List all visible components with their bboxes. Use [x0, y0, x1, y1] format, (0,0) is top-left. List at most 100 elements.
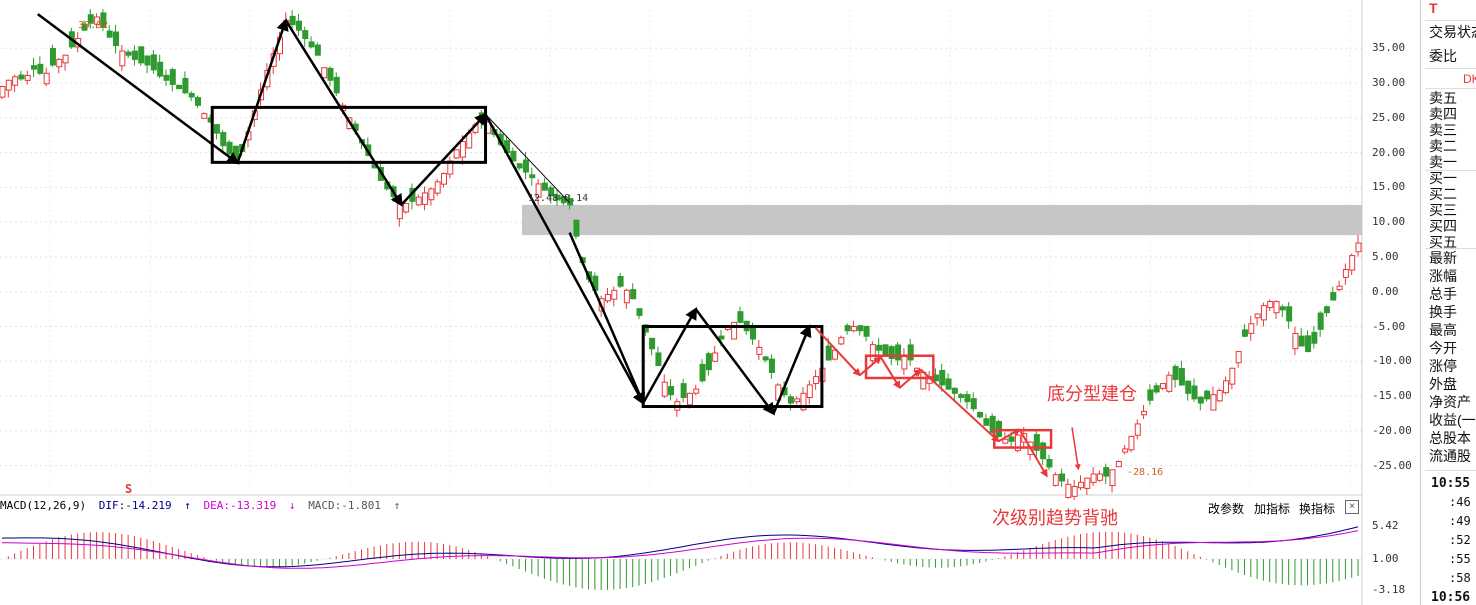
trend-arrow — [236, 18, 289, 164]
candle-body — [977, 411, 984, 418]
candle-body — [1323, 306, 1330, 314]
macd-tick-label: 5.42 — [1372, 519, 1399, 533]
candle-body — [762, 356, 769, 361]
pivot-box — [210, 105, 488, 164]
red-pivot-box — [993, 428, 1053, 449]
candle-body — [1317, 312, 1324, 330]
price-tick-label: 10.00 — [1372, 215, 1406, 229]
chart-area[interactable]: 35.00 30.00 25.00 20.00 15.00 10.00 5.00 0.00 -5… — [0, 0, 1420, 605]
price-tick-label: -15.00 — [1372, 389, 1412, 403]
candle-body — [668, 386, 675, 396]
candle-body — [787, 396, 794, 404]
candle-body — [649, 337, 656, 350]
candle-body — [1084, 477, 1091, 489]
candle-body — [43, 72, 50, 85]
red-arrow — [879, 356, 901, 390]
price-tick-label: 35.00 — [1372, 41, 1406, 55]
candle-body — [295, 20, 302, 31]
candle-body — [1090, 473, 1097, 483]
candle-body — [1260, 305, 1267, 321]
candle-body — [1002, 438, 1009, 444]
candle-body — [661, 381, 668, 397]
candle-body — [680, 383, 687, 398]
red-arrow — [920, 368, 1000, 443]
candle-body — [106, 30, 113, 38]
candle-body — [1254, 313, 1261, 319]
close-indicator-button[interactable]: × — [1345, 500, 1359, 514]
sell-level-label: 卖一 — [1429, 154, 1457, 170]
candle-body — [636, 308, 643, 316]
candle-body — [1342, 268, 1349, 278]
change-params-button[interactable]: 改参数 — [1208, 502, 1245, 516]
candle-body — [516, 163, 523, 169]
stat-label: 总手 — [1429, 286, 1457, 302]
candle-body — [1330, 292, 1337, 301]
red-pivot-box — [864, 354, 935, 380]
candle-body — [863, 325, 870, 337]
candle-body — [1355, 242, 1362, 253]
price-tick-label: 20.00 — [1372, 145, 1406, 159]
thin-trend-line — [485, 114, 570, 204]
candle-body — [157, 61, 164, 77]
candle-body — [182, 77, 189, 94]
trend-arrow — [36, 13, 240, 165]
candle-body — [712, 352, 719, 362]
bottom-fractal-annotation: 底分型建仓 — [1047, 384, 1137, 404]
candle-body — [623, 289, 630, 304]
candle-body — [737, 311, 744, 323]
candle-body — [838, 337, 845, 345]
candle-body — [535, 183, 542, 198]
candle-body — [87, 14, 94, 24]
candle-body — [705, 353, 712, 371]
tick-time-label: :46 — [1449, 495, 1471, 509]
candle-body — [1229, 367, 1236, 385]
candle-body — [94, 16, 101, 25]
candle-body — [1349, 255, 1356, 271]
candle-body — [440, 172, 447, 185]
candle-body — [81, 23, 88, 31]
candle-body — [49, 47, 56, 66]
candle-body — [617, 275, 624, 287]
candle-body — [510, 150, 517, 162]
candle-body — [113, 31, 120, 46]
switch-indicator-button[interactable]: 换指标 — [1299, 502, 1336, 516]
candle-body — [31, 65, 38, 70]
tick-time-label: :49 — [1449, 514, 1471, 528]
candle-body — [573, 219, 580, 237]
candle-body — [1267, 300, 1274, 308]
stat-label: 今开 — [1429, 340, 1457, 356]
candle-body — [958, 394, 965, 398]
dea-value: DEA:-13.319 ↓ — [203, 499, 296, 512]
kline-chart[interactable] — [0, 0, 1420, 605]
red-arrow — [859, 356, 882, 376]
candle-body — [321, 67, 328, 79]
price-tick-label: 25.00 — [1372, 110, 1406, 124]
candle-body — [693, 388, 700, 394]
gap-range-label: 12.48-8.14 — [528, 193, 589, 204]
candle-body — [1128, 435, 1135, 451]
candle-body — [1096, 473, 1103, 481]
candle-body — [1077, 481, 1084, 489]
candle-body — [201, 113, 208, 119]
add-indicator-button[interactable]: 加指标 — [1254, 502, 1291, 516]
candle-body — [327, 67, 334, 81]
candle-body — [756, 346, 763, 355]
buy-level-label: 买四 — [1429, 218, 1457, 234]
candle-body — [1033, 434, 1040, 451]
tick-time-label: :52 — [1449, 533, 1471, 547]
trend-arrow — [484, 113, 645, 406]
dk-tag: DK — [1463, 72, 1476, 86]
candle-body — [1235, 351, 1242, 364]
candle-body — [37, 63, 44, 74]
candle-body — [18, 74, 25, 80]
buy-level-label: 买二 — [1429, 186, 1457, 202]
candle-body — [459, 140, 466, 158]
candle-body — [630, 289, 637, 300]
dif-line — [1, 526, 1359, 568]
tick-time-label: 10:55 — [1431, 476, 1471, 491]
price-tick-label: 30.00 — [1372, 76, 1406, 90]
candle-body — [750, 327, 757, 340]
candle-body — [150, 54, 157, 71]
candle-body — [882, 344, 889, 355]
